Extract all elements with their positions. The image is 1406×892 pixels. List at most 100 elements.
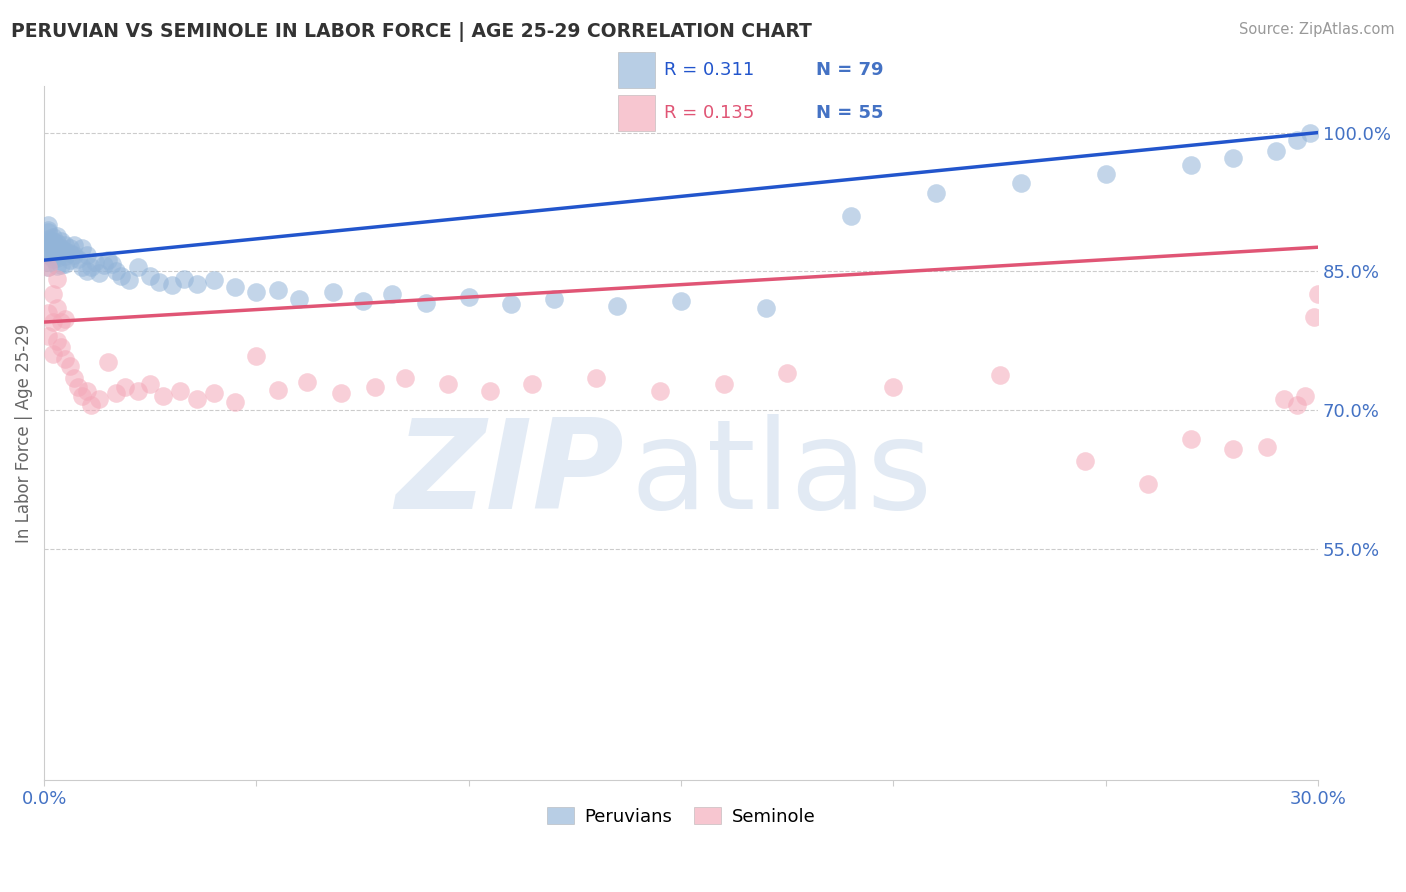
Point — [1302, 310, 1324, 325]
Point — [1137, 476, 1160, 491]
Point — [114, 380, 136, 394]
Point — [45, 244, 67, 258]
Point — [49, 246, 72, 260]
Text: ZIP: ZIP — [395, 414, 624, 535]
Point — [585, 370, 607, 384]
Point — [839, 209, 862, 223]
Point — [45, 259, 67, 273]
Point — [63, 247, 86, 261]
Point — [80, 398, 103, 412]
Point — [297, 375, 319, 389]
Point — [173, 271, 195, 285]
Point — [41, 237, 63, 252]
Point — [53, 257, 76, 271]
Point — [352, 293, 374, 308]
Point — [89, 266, 111, 280]
Point — [53, 352, 76, 367]
Point — [63, 238, 86, 252]
Point — [186, 277, 208, 292]
Point — [415, 295, 437, 310]
Point — [152, 389, 174, 403]
Point — [37, 260, 59, 274]
Point — [1222, 152, 1244, 166]
Point — [139, 376, 162, 391]
Point — [1073, 453, 1095, 467]
Point — [41, 241, 63, 255]
Point — [436, 376, 458, 391]
Text: N = 55: N = 55 — [817, 104, 884, 122]
Point — [37, 235, 59, 249]
Point — [1285, 398, 1308, 412]
Point — [202, 386, 225, 401]
Legend: Peruvians, Seminole: Peruvians, Seminole — [540, 800, 823, 833]
Point — [648, 384, 671, 399]
Point — [1094, 167, 1116, 181]
Point — [97, 355, 120, 369]
Point — [1180, 433, 1202, 447]
Point — [1308, 287, 1330, 301]
Text: Source: ZipAtlas.com: Source: ZipAtlas.com — [1239, 22, 1395, 37]
Point — [41, 252, 63, 267]
Point — [37, 306, 59, 320]
Point — [105, 386, 128, 401]
Point — [58, 241, 80, 255]
Point — [776, 366, 799, 380]
Point — [37, 242, 59, 256]
Point — [45, 334, 67, 348]
Point — [45, 252, 67, 266]
Point — [330, 386, 353, 401]
Point — [1298, 126, 1320, 140]
Point — [266, 383, 288, 397]
Point — [110, 268, 132, 283]
Point — [224, 280, 246, 294]
Point — [118, 273, 141, 287]
Point — [76, 384, 98, 399]
Point — [322, 285, 344, 299]
Point — [713, 376, 735, 391]
Point — [49, 315, 72, 329]
Point — [669, 293, 692, 308]
Point — [105, 264, 128, 278]
Point — [67, 252, 90, 267]
Point — [49, 258, 72, 272]
Point — [58, 359, 80, 373]
Point — [245, 285, 267, 299]
Point — [606, 299, 628, 313]
Y-axis label: In Labor Force | Age 25-29: In Labor Force | Age 25-29 — [15, 324, 32, 542]
Text: R = 0.311: R = 0.311 — [665, 61, 755, 78]
Point — [93, 258, 115, 272]
FancyBboxPatch shape — [619, 95, 655, 131]
Text: atlas: atlas — [630, 414, 932, 535]
Point — [288, 292, 311, 306]
Point — [127, 260, 149, 274]
Point — [755, 301, 778, 316]
Point — [224, 395, 246, 409]
Point — [76, 264, 98, 278]
Point — [45, 229, 67, 244]
Point — [1272, 392, 1295, 406]
Point — [37, 222, 59, 236]
Point — [925, 186, 948, 200]
Point — [72, 389, 94, 403]
Point — [101, 257, 124, 271]
Point — [245, 349, 267, 363]
Point — [49, 241, 72, 255]
Point — [37, 226, 59, 240]
Point — [41, 230, 63, 244]
Text: N = 79: N = 79 — [817, 61, 884, 78]
Point — [41, 244, 63, 259]
Text: R = 0.135: R = 0.135 — [665, 104, 755, 122]
Point — [543, 292, 565, 306]
Point — [45, 271, 67, 285]
Point — [1294, 389, 1316, 403]
Point — [37, 260, 59, 274]
Point — [501, 296, 523, 310]
Point — [882, 380, 904, 394]
Point — [45, 236, 67, 251]
Point — [37, 232, 59, 246]
Point — [49, 234, 72, 248]
Point — [41, 234, 63, 248]
Point — [37, 218, 59, 232]
Point — [53, 249, 76, 263]
Point — [53, 312, 76, 326]
